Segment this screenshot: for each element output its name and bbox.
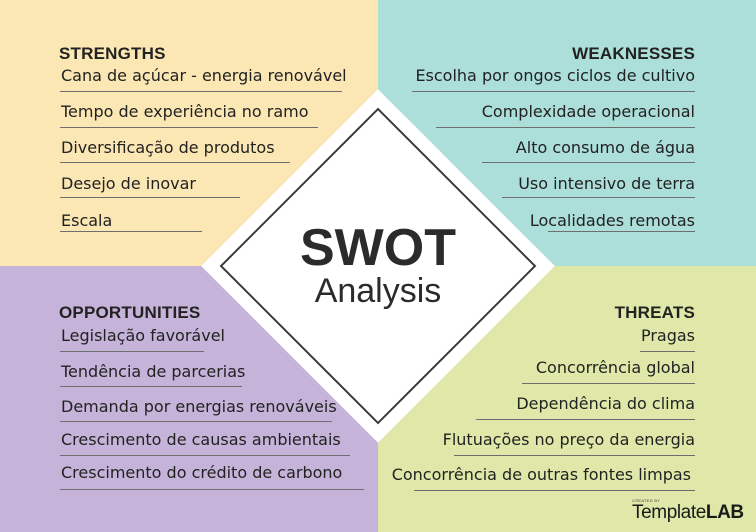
logo-brand: TemplateLAB xyxy=(632,502,744,524)
opportunities-item: Legislação favorável xyxy=(61,326,225,345)
threats-item: Dependência do clima xyxy=(516,394,695,413)
opportunities-heading: OPPORTUNITIES xyxy=(59,303,201,322)
strengths-item: Cana de açúcar - energia renovável xyxy=(61,66,347,85)
strengths-item: Desejo de inovar xyxy=(61,174,196,193)
threats-rule xyxy=(476,419,695,420)
strengths-item: Tempo de experiência no ramo xyxy=(61,102,309,121)
opportunities-rule xyxy=(60,421,332,422)
weaknesses-rule xyxy=(502,197,695,198)
threats-item: Concorrência global xyxy=(535,358,695,377)
weaknesses-item: Localidades remotas xyxy=(529,211,695,230)
threats-item: Flutuações no preço da energia xyxy=(442,430,695,449)
threats-heading: THREATS xyxy=(614,303,695,322)
threats-item: Pragas xyxy=(640,326,695,345)
logo-brand-bold: LAB xyxy=(705,502,744,523)
weaknesses-item: Uso intensivo de terra xyxy=(518,174,695,193)
opportunities-item: Crescimento do crédito de carbono xyxy=(61,463,343,482)
strengths-rule xyxy=(60,197,240,198)
opportunities-item: Demanda por energias renováveis xyxy=(61,397,337,416)
strengths-rule xyxy=(60,162,290,163)
weaknesses-item: Escolha por ongos ciclos de cultivo xyxy=(415,66,695,85)
threats-rule xyxy=(454,455,695,456)
strengths-item: Escala xyxy=(61,211,113,230)
strengths-heading: STRENGTHS xyxy=(59,44,166,63)
opportunities-rule xyxy=(60,455,350,456)
strengths-rule xyxy=(60,127,318,128)
swot-title: SWOT xyxy=(300,219,456,277)
weaknesses-rule xyxy=(548,231,695,232)
opportunities-rule xyxy=(60,489,364,490)
weaknesses-item: Alto consumo de água xyxy=(515,138,695,157)
threats-rule xyxy=(522,383,695,384)
strengths-rule xyxy=(60,91,342,92)
weaknesses-rule xyxy=(412,91,695,92)
opportunities-rule xyxy=(60,351,204,352)
threats-item: Concorrência de outras fontes limpas xyxy=(391,465,691,484)
logo-brand-light: Template xyxy=(632,502,706,523)
swot-subtitle: Analysis xyxy=(314,272,442,310)
opportunities-rule xyxy=(60,386,242,387)
strengths-item: Diversificação de produtos xyxy=(61,138,275,157)
weaknesses-rule xyxy=(482,162,695,163)
weaknesses-heading: WEAKNESSES xyxy=(572,44,695,63)
threats-rule xyxy=(414,490,695,491)
opportunities-item: Tendência de parcerias xyxy=(61,362,246,381)
templatelab-logo: CREATED BY TemplateLAB xyxy=(632,498,744,528)
weaknesses-item: Complexidade operacional xyxy=(481,102,695,121)
threats-rule xyxy=(640,351,695,352)
weaknesses-rule xyxy=(436,127,695,128)
logo-created-by: CREATED BY xyxy=(632,498,661,503)
strengths-rule xyxy=(60,231,202,232)
opportunities-item: Crescimento de causas ambientais xyxy=(61,430,341,449)
